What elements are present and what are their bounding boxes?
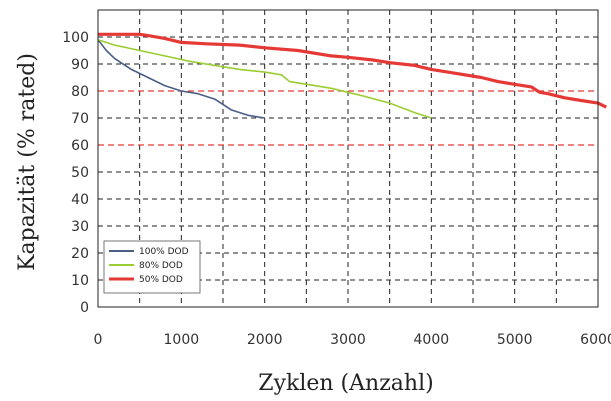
y-tick-label: 0 <box>80 300 89 316</box>
y-tick-label: 60 <box>71 138 89 154</box>
legend-box <box>103 240 201 294</box>
y-tick-label: 20 <box>71 246 89 262</box>
x-tick-label: 1000 <box>164 332 200 348</box>
y-axis-title: Kapazität (% rated) <box>15 53 40 271</box>
y-tick-label: 40 <box>71 192 89 208</box>
y-tick-label: 50 <box>71 165 89 181</box>
y-tick-label: 10 <box>71 273 89 289</box>
y-tick-label: 80 <box>71 84 89 100</box>
legend-label: 50% DOD <box>139 275 183 285</box>
series-line-1 <box>97 39 265 119</box>
x-tick-label: 0 <box>94 332 103 348</box>
legend-label: 100% DOD <box>139 247 189 257</box>
y-tick-label: 70 <box>71 111 89 127</box>
legend-label: 80% DOD <box>139 261 183 271</box>
series-line-2 <box>97 38 432 119</box>
x-tick-label: 4000 <box>414 332 450 348</box>
data-series <box>97 32 608 119</box>
legend: 100% DOD 80% DOD 50% DOD <box>103 240 201 294</box>
x-tick-label: 3000 <box>330 332 366 348</box>
y-tick-label: 30 <box>71 219 89 235</box>
x-tick-label: 6000 <box>580 332 611 348</box>
y-tick-label: 90 <box>71 57 89 73</box>
y-tick-label: 100 <box>62 30 89 46</box>
plot-frame <box>97 9 599 308</box>
series-line-3 <box>98 32 608 109</box>
x-tick-label: 5000 <box>497 332 533 348</box>
x-axis-title: Zyklen (Anzahl) <box>258 371 433 396</box>
x-tick-label: 2000 <box>247 332 283 348</box>
